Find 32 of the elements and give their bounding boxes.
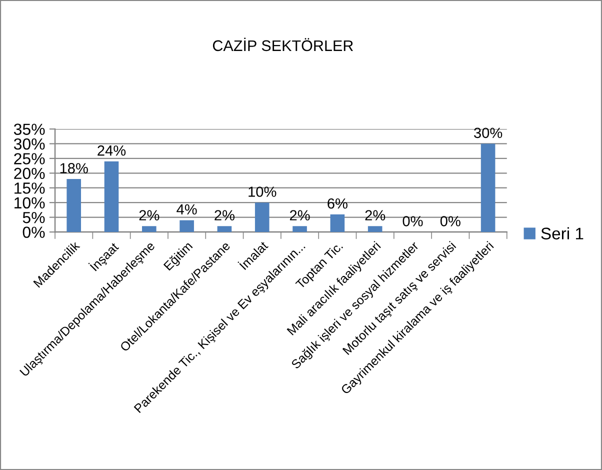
bar bbox=[480, 144, 496, 232]
data-label: 0% bbox=[402, 216, 423, 226]
data-label: 10% bbox=[248, 186, 276, 197]
y-tick-label: 5% bbox=[22, 212, 45, 224]
data-label: 2% bbox=[214, 210, 234, 220]
y-tick-label: 10% bbox=[14, 197, 45, 209]
y-tick-label: 35% bbox=[14, 124, 45, 135]
data-label: 6% bbox=[328, 198, 348, 209]
legend-label: Seri 1 bbox=[541, 227, 584, 240]
chart-title: CAZİP SEKTÖRLER bbox=[212, 38, 353, 52]
bar bbox=[104, 161, 119, 232]
y-tick-label: 30% bbox=[14, 138, 45, 150]
data-label: 24% bbox=[98, 145, 126, 156]
data-label: 4% bbox=[176, 204, 197, 215]
data-label: 2% bbox=[290, 210, 310, 220]
bar bbox=[254, 202, 270, 232]
bar bbox=[180, 220, 194, 232]
data-label: 0% bbox=[440, 216, 460, 226]
data-label: 2% bbox=[139, 210, 160, 220]
y-tick-label: 25% bbox=[14, 153, 45, 164]
bar bbox=[66, 179, 82, 232]
y-tick-label: 0% bbox=[22, 226, 45, 238]
data-label: 2% bbox=[365, 210, 386, 220]
bar bbox=[330, 214, 345, 232]
bar bbox=[142, 226, 156, 232]
data-label: 18% bbox=[60, 163, 88, 174]
y-tick-label: 20% bbox=[14, 168, 45, 180]
bar bbox=[368, 226, 382, 232]
bar bbox=[217, 226, 232, 232]
y-tick-label: 15% bbox=[14, 182, 45, 194]
data-label: 30% bbox=[474, 128, 502, 138]
bar bbox=[292, 226, 307, 232]
